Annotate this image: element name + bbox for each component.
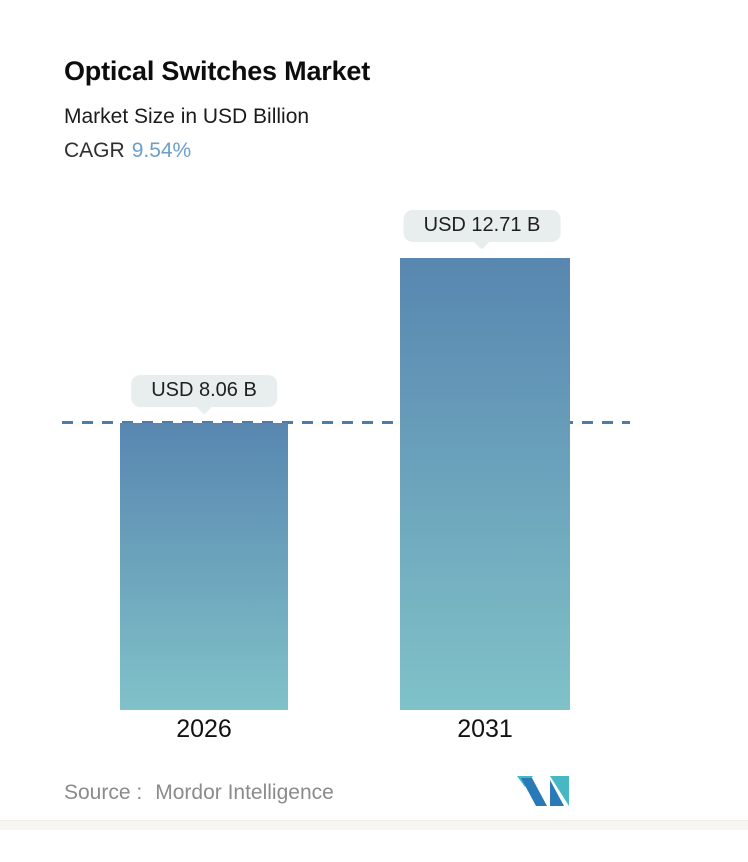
value-badge-2026-label: USD 8.06 B (151, 379, 257, 401)
bar-2031 (400, 258, 570, 710)
logo-blue-triangle (550, 780, 564, 806)
axis-label-2031: 2031 (457, 715, 513, 743)
source-row: Source : Mordor Intelligence (64, 781, 334, 805)
logo-blue-band (521, 778, 547, 806)
value-badge-2031-label: USD 12.71 B (423, 214, 541, 236)
bottom-divider (0, 820, 748, 830)
axis-label-2026: 2026 (176, 715, 232, 743)
cagr-label: CAGR (64, 139, 125, 162)
cagr-row: CAGR 9.54% (64, 139, 191, 163)
baseline-dashed-line (62, 421, 630, 424)
logo-teal-block (550, 776, 569, 806)
source-name: Mordor Intelligence (155, 781, 334, 804)
bar-2026 (120, 423, 288, 710)
value-badge-2031: USD 12.71 B (403, 210, 561, 242)
page-title: Optical Switches Market (64, 56, 371, 86)
cagr-value: 9.54% (131, 139, 192, 162)
value-badge-2026: USD 8.06 B (131, 375, 277, 407)
mordor-intelligence-logo (517, 776, 569, 806)
source-label: Source : (64, 781, 143, 804)
chart-subtitle: Market Size in USD Billion (64, 105, 310, 128)
